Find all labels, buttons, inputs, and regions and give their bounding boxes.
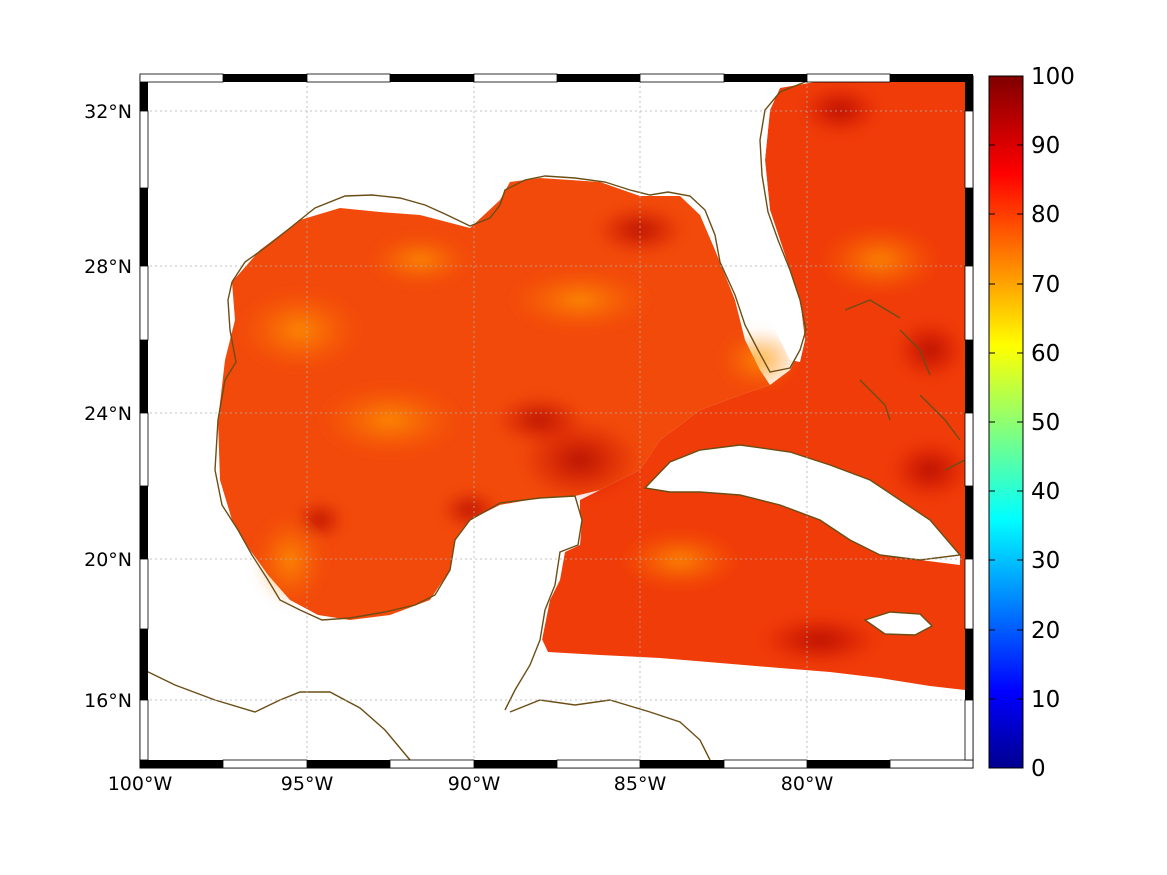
colorbar-tick-label: 50 [1031, 410, 1060, 436]
lat-tick-label: 20°N [84, 549, 132, 571]
lat-tick-label: 16°N [84, 690, 132, 712]
lat-tick-label: 24°N [84, 403, 132, 425]
colorbar-tick-label: 80 [1031, 202, 1060, 228]
colorbar-ticks [989, 144, 1023, 700]
florida-land [690, 88, 805, 362]
cuba-land [645, 445, 960, 565]
gridlines [140, 76, 973, 768]
map-frame [139, 73, 974, 769]
colorbar-tick-label: 40 [1031, 479, 1060, 505]
us-gulf-coastline [231, 77, 816, 373]
colorbar-tick-labels: 100 90 80 70 60 50 40 30 20 10 0 [1031, 64, 1075, 782]
jamaica-land [865, 612, 932, 635]
colorbar-tick-label: 20 [1031, 618, 1060, 644]
central-america-coastline [140, 667, 411, 761]
lon-tick-label: 100°W [108, 773, 173, 795]
colorbar-tick-label: 100 [1031, 64, 1075, 90]
data-field [218, 82, 970, 690]
lat-tick-labels: 32°N 28°N 24°N 20°N 16°N [84, 101, 132, 712]
bahamas-coastline [844, 299, 961, 441]
colorbar-tick-label: 70 [1031, 272, 1060, 298]
jamaica-coastline [863, 611, 934, 636]
lon-tick-label: 90°W [448, 773, 501, 795]
colorbar: 100 90 80 70 60 50 40 30 20 10 0 [988, 64, 1075, 782]
colorbar-tick-label: 10 [1031, 687, 1060, 713]
colorbar-tick-label: 0 [1031, 756, 1046, 782]
lon-tick-label: 80°W [781, 773, 834, 795]
lat-tick-label: 28°N [84, 256, 132, 278]
lon-tick-labels: 100°W 95°W 90°W 85°W 80°W [108, 773, 834, 795]
coastlines [140, 77, 966, 761]
mexico-coastline [214, 281, 583, 711]
lat-tick-label: 32°N [84, 101, 132, 123]
colorbar-tick-label: 90 [1031, 133, 1060, 159]
colorbar-tick-label: 30 [1031, 548, 1060, 574]
lon-tick-label: 95°W [281, 773, 334, 795]
cuba-coastline [643, 444, 962, 561]
colorbar-tick-label: 60 [1031, 341, 1060, 367]
lon-tick-label: 85°W [614, 773, 667, 795]
hispaniola-coastline [944, 459, 966, 471]
honduras-coastline [509, 699, 711, 761]
